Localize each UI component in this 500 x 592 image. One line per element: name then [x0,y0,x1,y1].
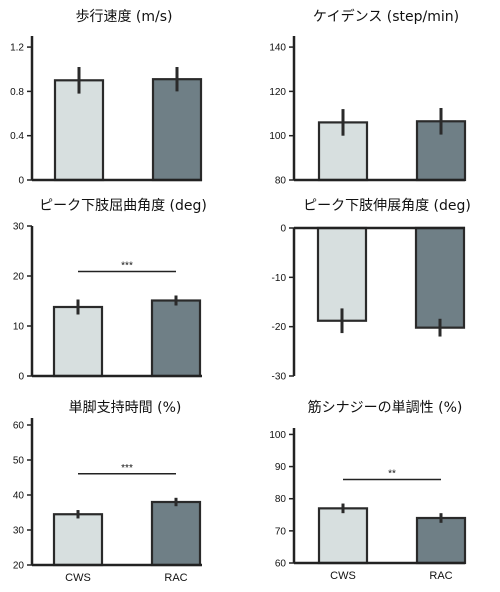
y-tick-label: 100 [269,430,286,441]
y-tick-label: 0 [18,176,24,187]
y-tick-label: 120 [269,87,286,98]
significance-label: *** [121,261,133,272]
y-tick-label: 100 [269,131,286,142]
y-tick-label: 10 [13,322,25,333]
chart-title: 歩行速度 (m/s) [75,9,172,25]
bar-cws [317,507,369,565]
bar-rac [150,299,202,378]
y-tick-label: 70 [275,526,287,537]
y-tick-label: -30 [272,372,287,383]
y-tick-label: 40 [13,491,25,502]
significance-label: ** [388,469,396,480]
bar-rac [151,78,203,182]
y-tick-label: 20 [13,561,25,572]
category-label: RAC [429,570,452,582]
y-tick-label: 0 [280,224,286,235]
y-tick-label: 50 [13,456,25,467]
chart-title: 筋シナジーの単調性 (%) [308,399,463,416]
y-tick-label: 0.8 [10,87,24,98]
y-tick-label: 1.2 [10,43,24,54]
chart-title: ピーク下肢伸展角度 (deg) [303,198,471,214]
chart-title: ケイデンス (step/min) [313,8,459,25]
category-label: CWS [330,570,356,582]
bar-cws [52,305,104,378]
y-tick-label: 30 [13,222,25,233]
bar-rac [150,500,202,567]
y-tick-label: 20 [13,272,25,283]
bar-cws [316,226,368,322]
y-tick-label: 80 [275,494,287,505]
y-tick-label: 30 [13,526,25,537]
significance-label: *** [121,463,133,474]
bar-rac [414,226,466,329]
bar-cws [52,513,104,567]
category-label: CWS [65,572,91,584]
chart-title: 単脚支持時間 (%) [69,400,182,416]
y-tick-label: 60 [275,559,287,570]
y-tick-label: 60 [13,421,25,432]
y-tick-label: 90 [275,462,287,473]
y-tick-label: -20 [272,322,287,333]
chart-title: ピーク下肢屈曲角度 (deg) [39,198,207,214]
y-tick-label: 140 [269,43,286,54]
y-tick-label: -10 [272,273,287,284]
y-tick-label: 0 [18,372,24,383]
bar-rac [415,516,467,565]
bar-cws [53,79,105,182]
y-tick-label: 80 [275,176,287,187]
category-label: RAC [164,572,187,584]
y-tick-label: 0.4 [10,131,24,142]
